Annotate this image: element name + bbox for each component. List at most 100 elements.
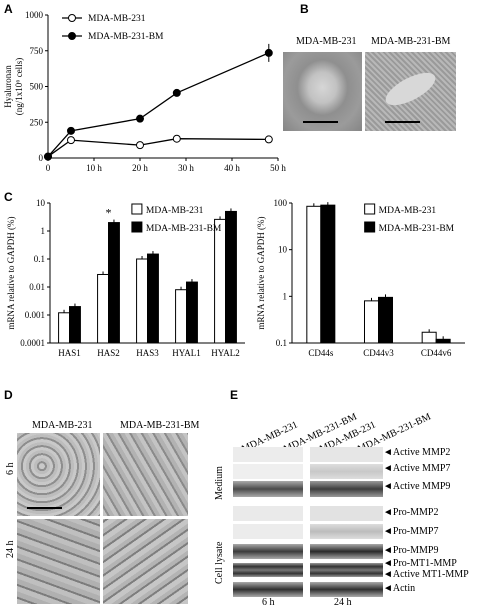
panel-label-b: B <box>300 2 309 16</box>
legend-label: MDA-MB-231-BM <box>379 224 455 234</box>
bar <box>58 312 71 344</box>
label-medium: Medium <box>214 466 225 500</box>
band-pro-mt1-mmp: ◄Pro-MT1-MMP <box>383 558 457 569</box>
y-tick-label: 10 <box>278 245 288 255</box>
panel-b-label-1: MDA-MB-231 <box>296 36 357 47</box>
x-tick-label: 30 h <box>178 163 194 173</box>
x-tick-label: 10 h <box>86 163 102 173</box>
y-tick-label: 1 <box>41 226 46 236</box>
micrograph-mda-mb-231 <box>283 52 362 131</box>
y-tick-label: 1 <box>283 291 288 301</box>
bar <box>186 281 198 344</box>
panel-label-e: E <box>230 388 239 402</box>
bar <box>320 204 336 344</box>
bar <box>108 222 120 344</box>
blot-medium <box>233 447 383 499</box>
legend-swatch <box>364 221 376 233</box>
x-tick-label: HYAL2 <box>211 348 240 358</box>
data-point <box>44 152 52 161</box>
bar <box>175 289 188 344</box>
panel-d-col-1: MDA-MB-231 <box>32 420 93 431</box>
x-tick-label: 20 h <box>132 163 148 173</box>
micrograph-d-231-6h <box>17 433 100 516</box>
legend-swatch <box>364 203 376 215</box>
band-active-mmp7: ◄Active MMP7 <box>383 463 451 474</box>
panel-d-row-1: 6 h <box>5 462 16 476</box>
band-pro-mmp2: ◄Pro-MMP2 <box>383 507 439 518</box>
significance-marker: * <box>106 206 112 220</box>
band-pro-mmp7: ◄Pro-MMP7 <box>383 526 439 537</box>
legend-marker <box>68 32 76 40</box>
y-tick-label: 1000 <box>25 10 44 20</box>
micrograph-d-231-24h <box>17 519 100 604</box>
bar <box>364 300 379 344</box>
y-axis-label: mRNA relative to GAPDH (%) <box>256 217 266 330</box>
x-tick-label: HAS2 <box>97 348 120 358</box>
legend-label: MDA-MB-231-BM <box>146 224 222 234</box>
micrograph-d-bm-6h <box>103 433 188 516</box>
data-point <box>67 126 75 135</box>
chart-a: 0 250 500 750 1000 0 10 h 20 h 30 h 40 h 50 h Hyalu… <box>3 10 286 173</box>
x-tick-label: HAS3 <box>136 348 159 358</box>
micrograph-mda-mb-231-bm <box>365 52 456 131</box>
blot-lysate <box>233 506 383 598</box>
y-tick-label: 500 <box>30 82 44 92</box>
legend-label: MDA-MB-231 <box>88 14 146 24</box>
y-tick-label: 0.01 <box>29 282 45 292</box>
x-tick-label: CD44s <box>308 348 334 358</box>
x-tick-label: CD44v6 <box>421 348 452 358</box>
bar <box>147 253 159 344</box>
scale-bar <box>303 121 338 123</box>
y-axis-label-line1: Hyaluronan <box>3 65 13 108</box>
legend-label: MDA-MB-231 <box>379 206 437 216</box>
data-point <box>172 134 181 143</box>
chart-c-left: 0.0001 0.001 0.01 0.1 1 10 mRNA relative to GA… <box>6 198 245 358</box>
y-axis-label: mRNA relative to GAPDH (%) <box>6 217 16 330</box>
cell-shape <box>381 66 440 112</box>
label-cell-lysate: Cell lysate <box>214 541 225 585</box>
legend-swatch <box>131 203 143 215</box>
panel-d-row-2: 24 h <box>5 540 16 559</box>
band-actin: ◄Actin <box>383 583 416 594</box>
data-point <box>136 114 144 123</box>
bar <box>214 218 227 344</box>
band-pro-mmp9: ◄Pro-MMP9 <box>383 545 439 556</box>
y-tick-label: 0 <box>39 153 44 163</box>
panel-label-a: A <box>4 2 13 16</box>
time-6h: 6 h <box>262 597 275 608</box>
legend-label: MDA-MB-231-BM <box>88 32 164 42</box>
y-tick-label: 0.1 <box>276 338 287 348</box>
bar <box>225 210 237 344</box>
time-24h: 24 h <box>334 597 352 608</box>
bar <box>306 205 322 344</box>
bar <box>421 331 437 344</box>
bar <box>435 338 451 344</box>
bar <box>69 306 81 344</box>
band-active-mt1-mmp: ◄Active MT1-MMP <box>383 569 469 580</box>
y-tick-label: 100 <box>274 198 288 208</box>
micrograph-d-bm-24h <box>103 519 188 604</box>
x-tick-label: HYAL1 <box>172 348 201 358</box>
panel-b-label-2: MDA-MB-231-BM <box>371 36 451 47</box>
x-tick-label: CD44v3 <box>363 348 394 358</box>
scale-bar <box>27 507 62 509</box>
y-tick-label: 0.1 <box>34 254 45 264</box>
panel-d-col-2: MDA-MB-231-BM <box>120 420 200 431</box>
data-point <box>264 135 273 144</box>
y-tick-label: 750 <box>30 46 44 56</box>
bar <box>378 296 393 344</box>
y-tick-label: 0.001 <box>25 310 45 320</box>
panel-label-c: C <box>4 190 13 204</box>
scale-bar <box>385 121 420 123</box>
y-axis-label-line2: (ng/1x10⁶ cells) <box>14 58 24 115</box>
legend-label: MDA-MB-231 <box>146 206 204 216</box>
legend-marker <box>68 14 76 22</box>
chart-c-right: 0.1 1 10 100 mRNA relative to GAPDH (%) CD44s… <box>256 198 465 358</box>
bar <box>97 273 110 344</box>
bar <box>136 258 149 344</box>
y-tick-label: 250 <box>30 117 44 127</box>
x-tick-label: 40 h <box>224 163 240 173</box>
band-active-mmp9: ◄Active MMP9 <box>383 481 451 492</box>
panel-label-d: D <box>4 388 13 402</box>
series-line-0 <box>47 138 269 158</box>
